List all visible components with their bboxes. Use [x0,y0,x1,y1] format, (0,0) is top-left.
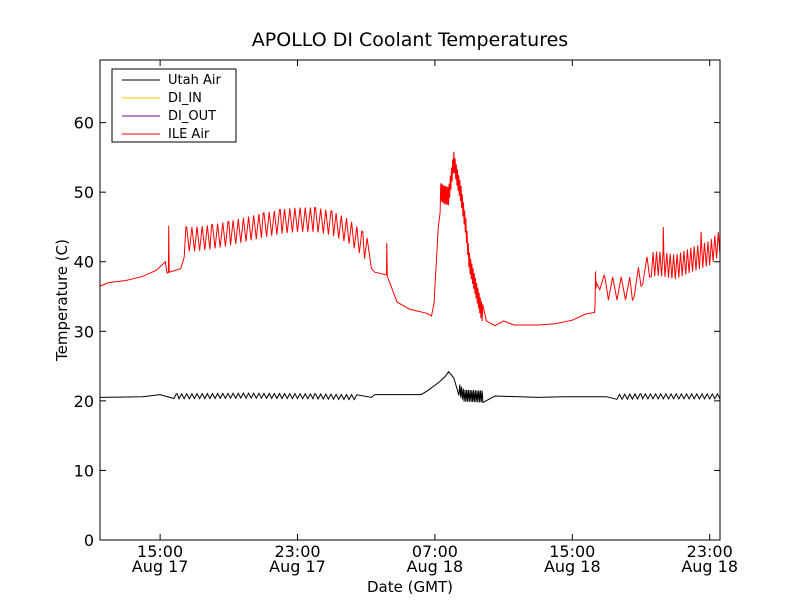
y-tick-label: 50 [74,183,94,202]
plot-frame [99,59,721,541]
x-tick-date: Aug 18 [407,557,464,576]
x-axis-label: Date (GMT) [367,578,453,596]
x-tick-time: 23:00 [687,542,733,561]
x-tick-date: Aug 17 [269,557,326,576]
y-tick-label: 0 [84,531,94,550]
x-tick-date: Aug 17 [132,557,189,576]
y-axis-label: Temperature (C) [53,239,71,362]
x-tick-time: 15:00 [549,542,595,561]
x-tick-time: 23:00 [274,542,320,561]
legend-label-di-out: DI_OUT [168,109,216,124]
legend-label-utah-air: Utah Air [168,73,221,88]
x-tick-date: Aug 18 [681,557,738,576]
x-tick-time: 07:00 [412,542,458,561]
y-tick-label: 40 [74,253,94,272]
series-line-utah-air [99,370,721,404]
legend-label-ile-air: ILE Air [168,127,210,142]
legend: Utah Air DI_IN DI_OUT ILE Air [111,68,237,143]
series-line-ile-air [99,151,721,327]
plot-area [99,151,721,404]
y-tick-label: 30 [74,322,94,341]
legend-label-di-in: DI_IN [168,91,202,106]
x-tick-date: Aug 18 [544,557,601,576]
y-tick-label: 20 [74,392,94,411]
chart-title: APOLLO DI Coolant Temperatures [252,29,568,51]
y-tick-label: 60 [74,114,94,133]
legend-box [111,68,237,143]
y-tick-label: 10 [74,461,94,480]
x-tick-time: 15:00 [137,542,183,561]
